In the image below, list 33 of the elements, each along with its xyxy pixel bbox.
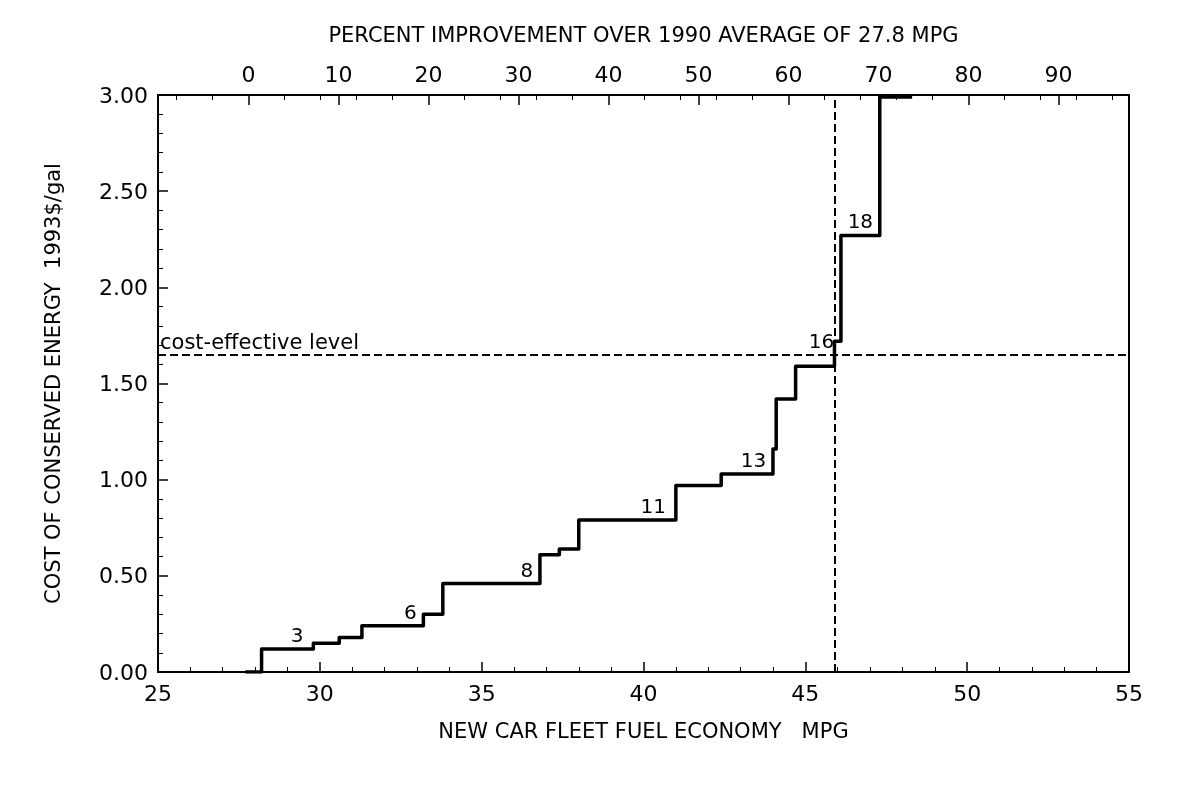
annotation: 13 — [740, 447, 767, 472]
x2-tick-label: 10 — [324, 61, 353, 87]
x-tick-label: 45 — [791, 680, 820, 706]
x2-tick-label: 90 — [1044, 61, 1073, 87]
x2-tick-label: 40 — [594, 61, 623, 87]
x2-tick-label: 70 — [864, 61, 893, 87]
x2-tick-label: 50 — [684, 61, 713, 87]
x2-tick-label: 30 — [504, 61, 533, 87]
y-tick-label: 1.00 — [99, 467, 148, 493]
y-tick-label: 0.50 — [99, 563, 148, 589]
x-axis-title: NEW CAR FLEET FUEL ECONOMY MPG — [438, 718, 849, 743]
annotation: 11 — [640, 494, 666, 519]
y-tick-label: 1.50 — [99, 371, 148, 396]
ref-line-label: cost-effective level — [160, 330, 360, 355]
annotation: 3 — [290, 622, 304, 647]
x-tick-label: 50 — [953, 680, 982, 706]
annotation: 16 — [808, 328, 835, 353]
x-tick-label: 55 — [1115, 680, 1143, 706]
x2-axis-title: PERCENT IMPROVEMENT OVER 1990 AVERAGE OF 27.8 MPG — [328, 22, 959, 47]
x-tick-label: 40 — [629, 680, 658, 706]
x2-tick-label: 0 — [241, 61, 256, 87]
y-tick-label: 3.00 — [99, 82, 148, 108]
annotation: 6 — [404, 599, 417, 624]
y-axis-title: COST OF CONSERVED ENERGY 1993$/gal — [40, 163, 65, 604]
x-tick-label: 35 — [467, 680, 496, 706]
annotation: 18 — [847, 209, 874, 234]
x-tick-label: 30 — [305, 680, 334, 706]
y-tick-label: 2.00 — [99, 274, 148, 300]
x2-tick-label: 60 — [774, 61, 803, 87]
y-tick-label: 2.50 — [99, 178, 148, 204]
x2-tick-label: 80 — [954, 61, 983, 87]
x2-tick-label: 20 — [414, 61, 443, 87]
annotation: 8 — [520, 557, 534, 582]
